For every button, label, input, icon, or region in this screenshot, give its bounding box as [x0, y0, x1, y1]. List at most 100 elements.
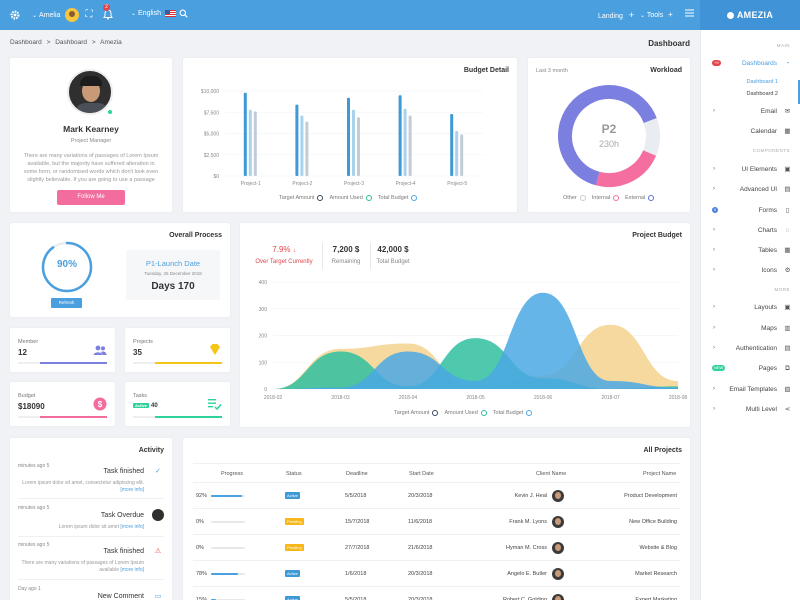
project-name[interactable]: Expert Marketing — [635, 597, 677, 600]
sidebar-item-forms[interactable]: 6 Forms ▯ — [712, 206, 790, 214]
profile-name: Mark Kearney — [63, 124, 119, 134]
divider — [322, 243, 323, 269]
bar[interactable] — [352, 109, 355, 176]
bar[interactable] — [408, 115, 412, 176]
user-menu[interactable]: ⌄ Amelia — [32, 6, 80, 24]
tasks-count: 40 — [151, 403, 158, 410]
sidebar-item-ui-elements[interactable]: › UI Elements ▣ — [713, 165, 791, 173]
chevron-right-icon: › — [713, 304, 715, 310]
search-icon[interactable] — [177, 9, 189, 21]
over-target-value: 7.9% ↓ — [272, 245, 296, 254]
bar[interactable] — [450, 113, 454, 176]
sidebar-item-multi-level[interactable]: › Multi Level ⋖ — [713, 405, 791, 413]
bar[interactable] — [248, 109, 252, 176]
tools-menu[interactable]: ⌄ Tools + — [640, 10, 673, 19]
more-info-link[interactable]: [more info] — [120, 567, 144, 573]
activity-title: Activity — [138, 447, 164, 454]
project-name[interactable]: Market Research — [635, 571, 677, 577]
progress-bar — [211, 495, 245, 497]
project-name[interactable]: Product Development — [624, 493, 677, 499]
legend-dot[interactable] — [317, 195, 324, 201]
column-header[interactable]: Status — [286, 471, 302, 477]
project-budget-card: Project Budget 7.9% ↓ Over Target Curren… — [240, 223, 690, 427]
sidebar-item-maps[interactable]: › Maps ▥ — [713, 324, 791, 332]
project-name[interactable]: Website & Blog — [639, 545, 677, 551]
column-header[interactable]: Deadline — [346, 471, 368, 477]
activity-title-text: Task finished — [103, 548, 144, 555]
row-divider — [193, 508, 680, 509]
legend-dot[interactable] — [411, 195, 418, 201]
sidebar-subitem-dashboard-2[interactable]: Dashboard 2 — [746, 91, 779, 97]
settings-icon: ⚙ — [784, 266, 791, 274]
column-header[interactable]: Client Name — [536, 471, 567, 477]
sidebar-item-pages[interactable]: NEW Pages ⧉ — [712, 364, 790, 372]
fullscreen-icon[interactable]: ⛶ — [85, 9, 93, 20]
sidebar-subitem-dashboard-1[interactable]: Dashboard 1 — [746, 79, 779, 85]
area-series[interactable] — [273, 292, 678, 389]
sidebar-item-icons[interactable]: › Icons ⚙ — [713, 266, 791, 274]
breadcrumb-item[interactable]: Dashboard — [55, 39, 88, 46]
column-header[interactable]: Progress — [221, 471, 244, 477]
refresh-button[interactable]: Refresh — [51, 298, 82, 308]
client-avatar — [552, 542, 564, 554]
bar[interactable] — [253, 111, 257, 176]
language-label: English — [138, 10, 161, 17]
breadcrumb-item[interactable]: Dashboard — [10, 39, 42, 46]
legend-dot[interactable] — [365, 195, 372, 201]
bar[interactable] — [455, 130, 459, 176]
bar[interactable] — [460, 134, 464, 176]
gear-icon[interactable] — [9, 9, 21, 21]
bar[interactable] — [403, 108, 407, 176]
activity-title-text: New Comment — [97, 593, 144, 600]
sidebar-item-dashboards[interactable]: +9 Dashboards ◔ — [712, 59, 790, 67]
sidebar-item-calendar[interactable]: Calendar ▦ — [750, 127, 791, 135]
y-tick-label: 100 — [259, 360, 268, 366]
follow-button[interactable]: Follow Me — [57, 190, 125, 205]
column-header[interactable]: Project Name — [643, 471, 677, 477]
all-projects-card: All Projects Progress Status Deadline St… — [183, 438, 690, 600]
sidebar-item-charts[interactable]: › Charts ◌ — [713, 226, 790, 234]
hamburger-icon[interactable] — [683, 9, 695, 21]
donut-slice[interactable] — [555, 82, 663, 190]
activity-description: Lorem ipsum dolor sit amet [more info] — [58, 524, 144, 530]
legend-dot[interactable] — [526, 410, 533, 416]
status-badge: Active — [285, 492, 300, 499]
more-info-link[interactable]: [more info] — [120, 487, 144, 493]
sidebar-item-advanced-ui[interactable]: › Advanced UI ▤ — [713, 185, 791, 193]
legend-dot[interactable] — [613, 195, 620, 201]
sidebar-item-email[interactable]: › Email ✉ — [713, 107, 791, 115]
chevron-down-icon: ⌄ — [131, 11, 137, 17]
profile-avatar — [67, 69, 113, 115]
legend-dot[interactable] — [480, 410, 487, 416]
legend-dot[interactable] — [579, 195, 586, 201]
briefcase-icon: ▣ — [784, 165, 791, 173]
activity-card: Activity minutes ago 5 Task finished ✓ L… — [10, 438, 172, 600]
sidebar-item-authentication[interactable]: › Authentication ▤ — [713, 344, 791, 352]
bar[interactable] — [243, 92, 247, 176]
more-info-link[interactable]: [more info] — [120, 524, 144, 530]
bar[interactable] — [300, 115, 304, 176]
landing-menu[interactable]: Landing + — [598, 10, 634, 20]
bar[interactable] — [305, 121, 309, 176]
bar[interactable] — [398, 95, 402, 176]
legend-dot[interactable] — [432, 410, 439, 416]
legend-dot[interactable] — [648, 195, 655, 201]
sidebar-item-tables[interactable]: › Tables ▦ — [713, 246, 791, 254]
chevron-right-icon: › — [713, 386, 715, 392]
donut-slice[interactable] — [555, 82, 663, 190]
language-selector[interactable]: ⌄ English — [131, 10, 176, 17]
donut-center-sub: 230h — [599, 139, 619, 149]
sidebar-item-layouts[interactable]: › Layouts ▣ — [713, 303, 791, 311]
bar[interactable] — [357, 117, 360, 176]
activity-title-text: Task Overdue — [100, 512, 144, 519]
all-projects-title: All Projects — [643, 447, 682, 454]
row-divider — [193, 560, 680, 561]
bell-icon[interactable] — [102, 9, 114, 21]
column-header[interactable]: Start Date — [409, 471, 434, 477]
sidebar-item-email-templates[interactable]: › Email Templates ▧ — [713, 385, 791, 393]
bar[interactable] — [295, 104, 299, 176]
brand-logo[interactable]: AMEZIA — [700, 0, 800, 30]
project-budget-legend: Target Amount Amount Used Total Budget — [394, 410, 538, 416]
project-name[interactable]: New Office Building — [629, 519, 677, 525]
bar[interactable] — [347, 97, 350, 176]
